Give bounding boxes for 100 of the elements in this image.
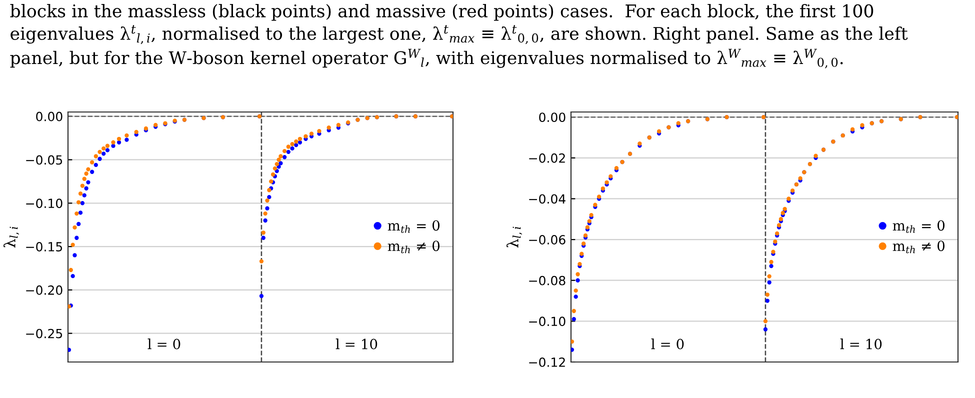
point [263,211,268,216]
point [111,140,116,144]
point [94,162,98,168]
chart-title: blocks in the massless (black points) and massive (red points) cases. For each block, the first 100 eigenvalues λ$^{t}$$_{l,i}$, normalised to the largest one, λ$^{t}$$_{max}$ ≡ λ$^{t}$$_{0,0}$, are shown. Right panel. Same as the left panel, but for the W-boson kernel operator G$^{W}$$_{l}$, with eigenvalues normalised to λ$^{W}$$_{max}$ ≡ λ$^{W}$$_{0,0}$. [10,4,908,68]
point [86,180,90,184]
point [282,148,287,154]
point [76,200,81,204]
point [790,188,795,193]
annotation: l = 0 [651,338,684,350]
point [769,264,774,268]
point [68,268,73,272]
point [576,278,580,282]
point [76,222,81,226]
y-tick-label: −0.12 [529,357,565,367]
point [574,288,578,293]
point [80,184,85,188]
annotation: l = 10 [336,338,378,350]
point [589,212,594,218]
point [765,292,770,297]
point [124,133,129,138]
point [94,154,98,158]
point [116,136,122,141]
y-tick-label: 0.00 [539,112,566,122]
point [86,167,90,172]
y-tick-label: −0.04 [529,194,566,204]
annotation: l = 10 [840,338,882,350]
point [276,158,281,162]
point [278,154,283,158]
legend-label: m$_{th}$ ≠ 0 [388,240,440,254]
y-tick-label: −0.10 [529,316,566,326]
point [572,308,576,314]
point [80,201,85,206]
point [124,138,129,142]
point [102,146,106,151]
point [769,260,774,264]
point [98,150,102,154]
point [263,218,268,223]
point [286,144,290,149]
point [571,340,574,344]
point [336,122,341,128]
point [282,155,287,160]
point [578,262,582,266]
y-tick-label: −0.06 [529,235,566,244]
point [309,132,314,136]
point [261,236,266,240]
point [576,272,580,276]
point [294,139,298,144]
point [98,156,102,161]
point [274,162,279,166]
legend-label: m$_{th}$ = 0 [892,220,945,233]
point [272,166,278,171]
point [261,230,266,235]
y-tick-label: −0.15 [26,242,62,252]
point [278,161,283,166]
legend-label: m$_{th}$ = 0 [388,220,440,233]
point [84,186,88,190]
legend-label: m$_{th}$ ≠ 0 [892,240,945,254]
point [317,129,322,134]
y-tick-label: −0.05 [26,155,62,165]
point [298,136,302,141]
point [78,210,83,215]
y-tick-label: −0.25 [26,328,62,338]
y-tick-label: −0.02 [529,153,565,163]
point [304,134,308,138]
point [134,130,138,134]
point [265,206,270,210]
point [105,148,110,152]
point [767,280,772,284]
point [290,146,294,151]
point [286,150,290,154]
point [572,317,576,322]
y-tick-label: 0.00 [36,112,62,122]
point [604,180,609,184]
point [74,211,79,216]
point [265,198,270,203]
y-tick-label: −0.10 [26,198,62,208]
point [74,236,79,240]
point [82,176,86,181]
annotation: l = 0 [148,338,180,350]
y-axis-title: λ$_{l,i}$ [506,226,522,248]
point [90,160,94,164]
point [78,192,83,196]
point [90,170,94,174]
point [72,253,77,258]
point [765,298,770,303]
point [574,294,578,299]
point [290,142,294,146]
point [326,126,331,130]
point [68,348,72,352]
y-tick-label: −0.08 [529,276,566,286]
point [102,152,106,156]
y-tick-label: −0.20 [26,285,62,295]
point [763,319,768,324]
point [259,294,264,298]
point [571,348,574,352]
point [259,259,264,264]
point [767,274,772,278]
point [84,172,88,176]
point [267,194,272,200]
y-axis-title: λ$_{l,i}$ [4,226,20,248]
